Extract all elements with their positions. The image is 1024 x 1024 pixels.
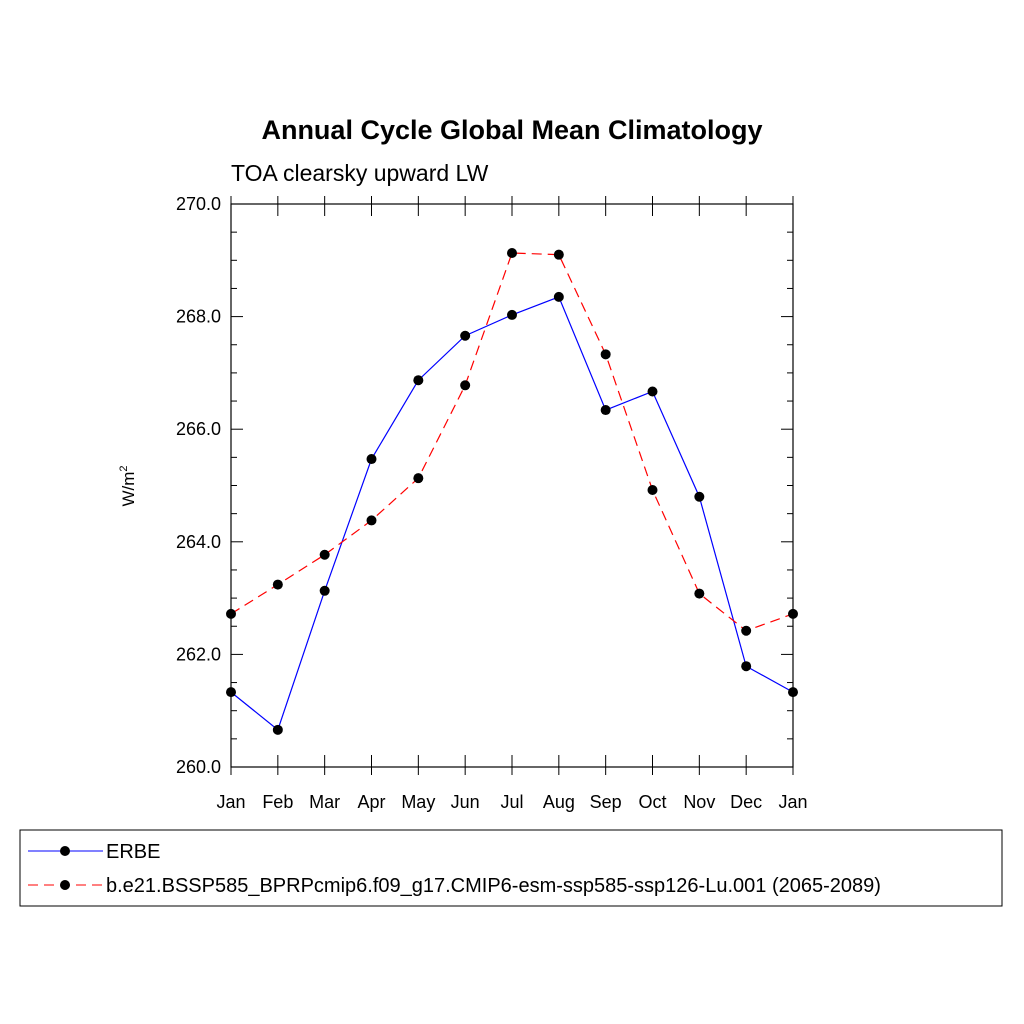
legend-marker-erbe	[60, 846, 70, 856]
series-0-point	[741, 661, 752, 672]
y-tick-label: 260.0	[176, 757, 221, 777]
series-1-point	[226, 608, 236, 619]
y-axis: 260.0 262.0 264.0 266.0 268.0 270.0	[176, 194, 793, 777]
series-0-point	[553, 291, 564, 302]
series-1-point	[319, 549, 330, 560]
series-0-point	[226, 687, 236, 698]
x-tick-label: Jan	[216, 792, 245, 812]
series-1-point	[647, 485, 658, 496]
series-1-point	[460, 380, 471, 391]
x-tick-label: Oct	[638, 792, 666, 812]
x-tick-label: Jun	[451, 792, 480, 812]
x-tick-label: Dec	[730, 792, 762, 812]
series-layer	[226, 247, 798, 735]
y-axis-label-exponent: 2	[118, 465, 130, 471]
x-tick-label: Nov	[683, 792, 715, 812]
series-0-point	[600, 405, 611, 416]
series-1-point	[553, 249, 564, 260]
legend-marker-model	[60, 880, 70, 890]
legend-box	[19, 829, 1003, 907]
x-tick-label: Feb	[262, 792, 293, 812]
x-tick-label: Aug	[543, 792, 575, 812]
plot-frame	[230, 203, 794, 768]
x-tick-label: Sep	[590, 792, 622, 812]
series-0-point	[319, 585, 330, 596]
chart-subtitle: TOA clearsky upward LW	[231, 160, 489, 186]
x-axis: Jan Feb Mar Apr May Jun Jul Aug Sep Oct Nov Dec Jan	[216, 196, 808, 812]
y-axis-label: W/m2	[118, 465, 138, 506]
series-0-point	[788, 687, 798, 698]
series-0-point	[413, 375, 424, 386]
x-tick-label: May	[401, 792, 435, 812]
series-1-point	[366, 515, 377, 526]
series-1-point	[272, 579, 283, 590]
x-tick-label: Apr	[357, 792, 385, 812]
x-tick-label: Jan	[778, 792, 807, 812]
y-tick-label: 262.0	[176, 644, 221, 664]
series-1-point	[788, 608, 798, 619]
legend-label-erbe: ERBE	[106, 841, 160, 863]
series-line-0	[230, 296, 794, 731]
series-1-point	[600, 349, 611, 360]
y-tick-label: 270.0	[176, 194, 221, 214]
y-tick-label: 264.0	[176, 532, 221, 552]
chart-title: Annual Cycle Global Mean Climatology	[261, 115, 762, 145]
y-tick-label: 266.0	[176, 419, 221, 439]
series-line-1	[230, 252, 794, 632]
series-0-point	[366, 454, 377, 465]
series-1-point	[413, 473, 424, 484]
x-tick-label: Mar	[309, 792, 340, 812]
y-axis-label-unit: W/m	[119, 472, 138, 507]
series-1-point	[741, 625, 752, 636]
series-0-point	[647, 386, 658, 397]
series-0-point	[272, 724, 283, 735]
series-1-point	[507, 247, 517, 258]
series-0-point	[507, 309, 517, 320]
series-0-point	[694, 491, 705, 502]
legend: ERBE b.e21.BSSP585_BPRPcmip6.f09_g17.CMI…	[19, 829, 1003, 907]
x-tick-label: Jul	[500, 792, 523, 812]
legend-label-model: b.e21.BSSP585_BPRPcmip6.f09_g17.CMIP6-es…	[106, 875, 881, 897]
series-1-point	[694, 588, 705, 599]
y-tick-label: 268.0	[176, 307, 221, 327]
series-0-point	[460, 330, 471, 341]
